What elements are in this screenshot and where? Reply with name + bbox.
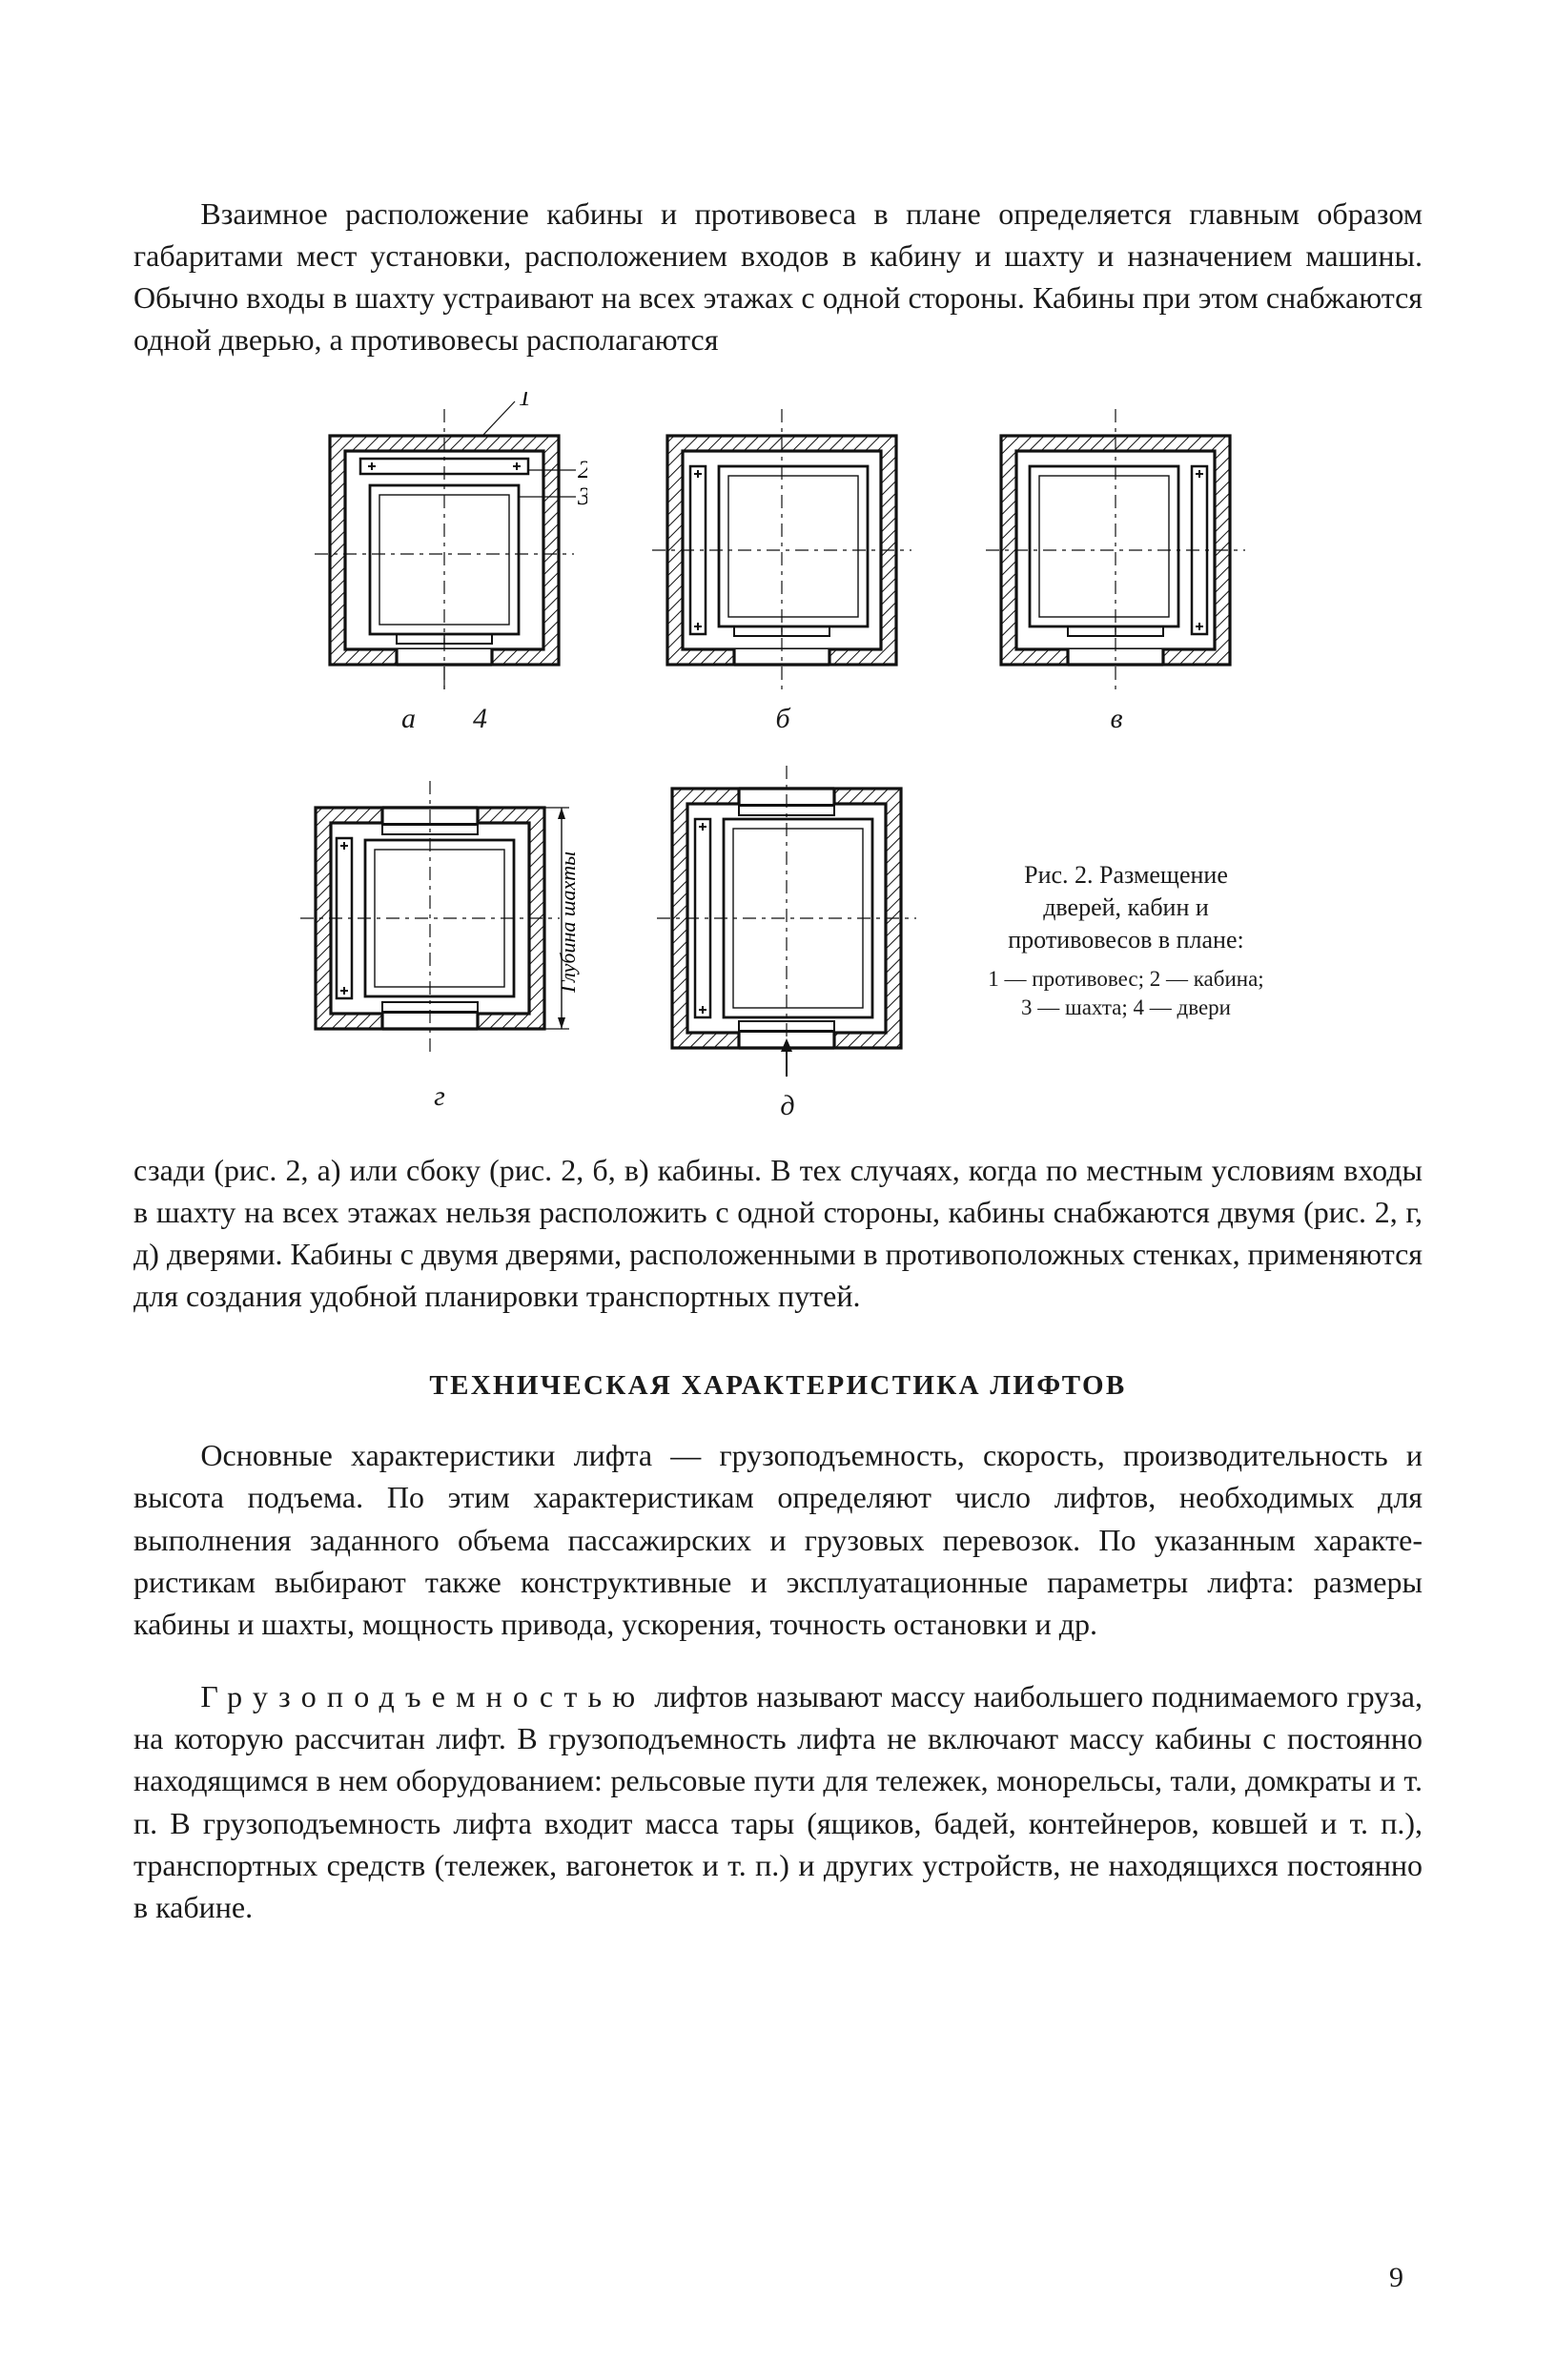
subfig-b: б <box>645 392 921 735</box>
figure-2: 1 2 3 а 4 <box>215 392 1341 1122</box>
subfig-a: 1 2 3 а 4 <box>301 392 587 735</box>
page-number: 9 <box>1389 2262 1403 2294</box>
caption-legend: 1 — противовес; 2 — кабина; 3 — шахта; 4… <box>983 965 1269 1022</box>
svg-text:3: 3 <box>577 482 587 510</box>
paragraph-3: Основные характеристики лифта — грузопод… <box>133 1434 1423 1645</box>
subfig-b-svg <box>645 392 921 697</box>
caption-title: Рис. 2. Размещение дверей, кабин и проти… <box>983 859 1269 955</box>
label-a: а <box>401 703 416 735</box>
subfig-v-svg <box>978 392 1255 697</box>
para2-text: сзади (рис. 2, а) или сбоку (рис. 2, б, … <box>133 1153 1423 1313</box>
page-root: Взаимное расположение кабины и противове… <box>0 0 1556 2380</box>
callout-4: 4 <box>473 703 487 735</box>
label-g: г <box>434 1080 445 1113</box>
paragraph-2: сзади (рис. 2, а) или сбоку (рис. 2, б, … <box>133 1149 1423 1318</box>
paragraph-1: Взаимное расположение кабины и противове… <box>133 193 1423 361</box>
para1-text: Взаимное расположение кабины и противове… <box>133 193 1423 361</box>
para4-rest: лифтов называют массу наиболь­шего подни… <box>133 1679 1423 1924</box>
figure-row-1: 1 2 3 а 4 <box>215 392 1341 735</box>
para3-text: Основные характеристики лифта — грузопод… <box>133 1434 1423 1645</box>
section-heading: ТЕХНИЧЕСКАЯ ХАРАКТЕРИСТИКА ЛИФТОВ <box>133 1370 1423 1402</box>
svg-text:2: 2 <box>578 456 587 483</box>
figure-row-2: Глубина шахты г <box>215 760 1341 1122</box>
subfig-a-svg: 1 2 3 <box>301 392 587 697</box>
para4-wrap: Грузоподъемностью лифтов называют массу … <box>133 1675 1423 1928</box>
subfig-v: в <box>978 392 1255 735</box>
subfig-d-svg <box>649 760 926 1084</box>
label-v: в <box>1110 703 1122 735</box>
svg-text:1: 1 <box>519 392 531 411</box>
para4-lead: Грузоподъемностью <box>200 1679 645 1713</box>
subfig-g-svg: Глубина шахты <box>287 769 592 1075</box>
subfig-d: д <box>649 760 926 1122</box>
label-d: д <box>780 1090 794 1122</box>
label-b: б <box>775 703 789 735</box>
svg-text:Глубина шахты: Глубина шахты <box>556 851 580 994</box>
paragraph-4: Грузоподъемностью лифтов называют массу … <box>133 1675 1423 1928</box>
figure-caption: Рис. 2. Размещение дверей, кабин и проти… <box>983 859 1269 1022</box>
subfig-g: Глубина шахты г <box>287 769 592 1113</box>
